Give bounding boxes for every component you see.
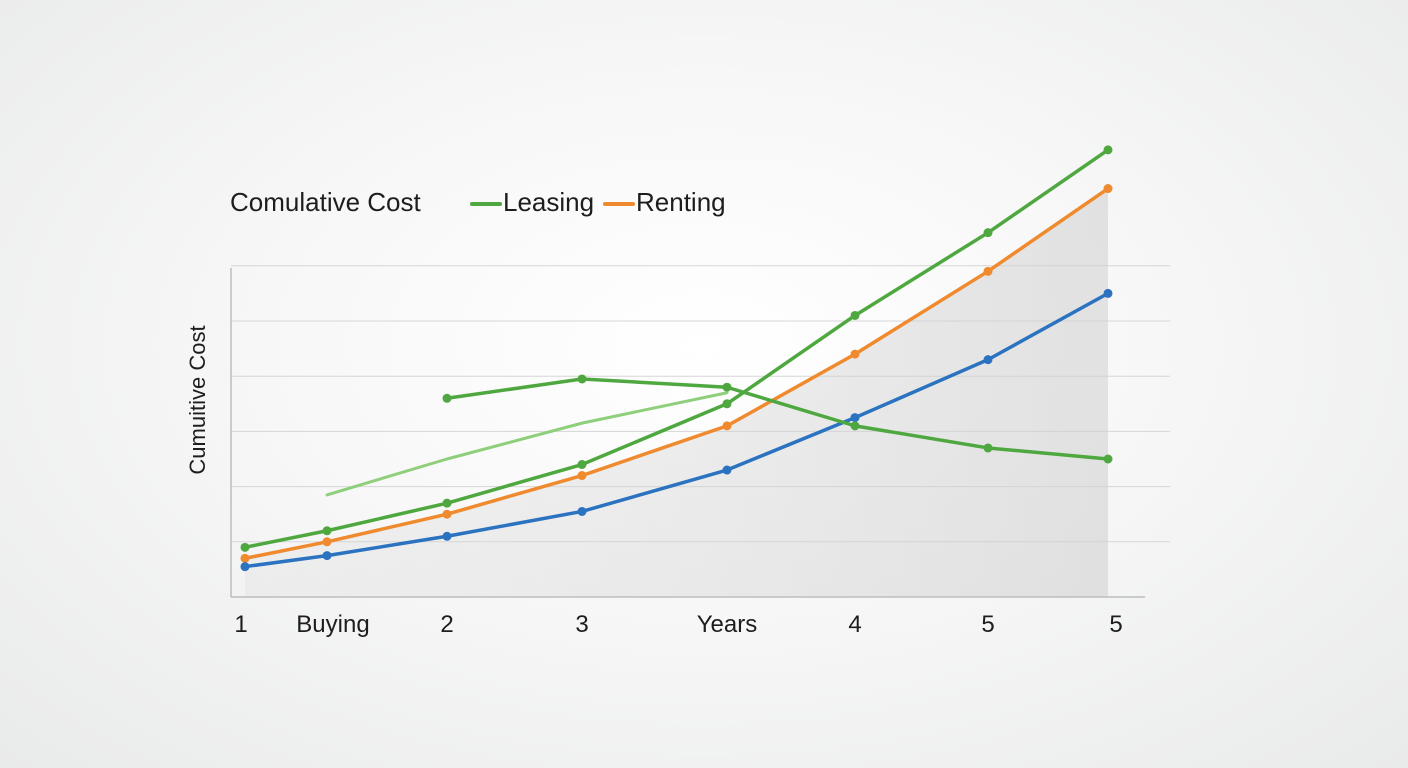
data-point — [577, 374, 587, 384]
data-point — [1103, 454, 1113, 464]
data-point — [722, 399, 732, 409]
data-point — [240, 553, 250, 563]
legend-swatch-renting — [603, 202, 635, 206]
legend-label-leasing: Leasing — [503, 187, 595, 217]
axes — [230, 268, 1145, 598]
data-point — [577, 460, 587, 470]
series-1 — [240, 184, 1113, 563]
data-point — [850, 349, 860, 359]
data-point — [983, 355, 993, 365]
data-point — [850, 413, 860, 423]
series-lines — [240, 145, 1113, 572]
data-point — [850, 310, 860, 320]
data-point — [442, 531, 452, 541]
data-point — [322, 551, 332, 561]
series-2 — [240, 288, 1113, 572]
data-point — [240, 542, 250, 552]
chart-title: Comulative Cost — [230, 187, 421, 217]
x-tick-label: 4 — [848, 611, 861, 638]
series-4 — [325, 391, 729, 497]
x-tick-label: 3 — [575, 611, 588, 638]
data-point — [850, 421, 860, 431]
data-point — [722, 465, 732, 475]
x-tick-labels: 1 Buying 2 3 Years 4 5 5 — [234, 611, 1122, 638]
legend-swatch-leasing — [470, 202, 502, 206]
data-point — [983, 443, 993, 453]
data-point — [983, 228, 993, 238]
x-tick-label: Years — [697, 611, 758, 638]
data-point — [1103, 145, 1113, 155]
series-line — [325, 391, 729, 497]
data-point — [722, 382, 732, 392]
data-point — [577, 471, 587, 481]
data-point — [722, 421, 732, 431]
legend-label-renting: Renting — [636, 187, 726, 217]
x-tick-label: 1 — [234, 611, 247, 638]
data-point — [1103, 184, 1113, 194]
series-line — [243, 186, 1110, 561]
data-point — [983, 266, 993, 276]
x-tick-label: 5 — [1109, 611, 1122, 638]
data-point — [442, 393, 452, 403]
data-point — [322, 526, 332, 536]
area-fill — [245, 188, 1108, 597]
data-point — [442, 498, 452, 508]
x-tick-label: Buying — [296, 611, 369, 638]
data-point — [240, 562, 250, 572]
x-tick-label: 5 — [981, 611, 994, 638]
series-line — [243, 291, 1110, 569]
series-0 — [240, 145, 1113, 552]
data-point — [1103, 288, 1113, 298]
series-line — [243, 148, 1110, 550]
series-line — [445, 377, 1110, 461]
x-tick-label: 2 — [440, 611, 453, 638]
data-point — [577, 506, 587, 516]
data-point — [442, 509, 452, 519]
data-point — [322, 537, 332, 547]
series-3 — [442, 374, 1113, 464]
